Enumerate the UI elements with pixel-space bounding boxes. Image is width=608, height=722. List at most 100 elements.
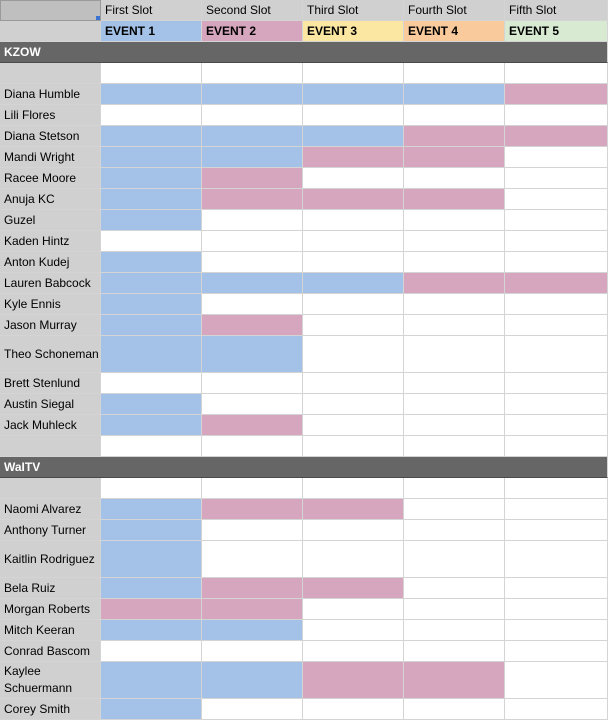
slot-cell[interactable] [303,273,404,294]
participant-name[interactable]: Diana Stetson [0,126,101,147]
slot-cell[interactable] [505,499,608,520]
slot-cell[interactable] [202,520,303,541]
slot-cell[interactable] [303,189,404,210]
slot-cell[interactable] [404,231,505,252]
participant-name[interactable]: Racee Moore [0,168,101,189]
empty-cell[interactable] [505,478,608,499]
participant-name[interactable]: Austin Siegal [0,394,101,415]
participant-name[interactable]: Diana Humble [0,84,101,105]
empty-cell[interactable] [101,436,202,457]
slot-cell[interactable] [404,105,505,126]
slot-cell[interactable] [404,189,505,210]
section-header[interactable]: WaITV [0,457,608,478]
slot-header-5[interactable]: Fifth Slot [505,0,608,21]
participant-name[interactable]: Morgan Roberts [0,599,101,620]
slot-cell[interactable] [505,620,608,641]
slot-cell[interactable] [505,599,608,620]
slot-cell[interactable] [505,105,608,126]
slot-cell[interactable] [505,415,608,436]
slot-cell[interactable] [505,126,608,147]
slot-cell[interactable] [101,189,202,210]
slot-cell[interactable] [202,252,303,273]
selection-handle-icon[interactable] [96,16,100,20]
slot-cell[interactable] [404,210,505,231]
participant-name[interactable]: Kaitlin Rodriguez [0,541,101,578]
slot-cell[interactable] [202,499,303,520]
slot-cell[interactable] [404,541,505,578]
slot-cell[interactable] [505,662,608,699]
slot-cell[interactable] [404,373,505,394]
slot-cell[interactable] [404,168,505,189]
slot-cell[interactable] [303,147,404,168]
slot-cell[interactable] [101,641,202,662]
participant-name[interactable]: Mandi Wright [0,147,101,168]
empty-cell[interactable] [303,478,404,499]
participant-name[interactable]: Jason Murray [0,315,101,336]
slot-cell[interactable] [101,210,202,231]
slot-cell[interactable] [101,699,202,720]
slot-cell[interactable] [202,126,303,147]
slot-cell[interactable] [202,273,303,294]
slot-cell[interactable] [303,599,404,620]
event-header-3[interactable]: EVENT 3 [303,21,404,42]
slot-cell[interactable] [303,315,404,336]
slot-cell[interactable] [101,126,202,147]
slot-cell[interactable] [202,231,303,252]
participant-name[interactable]: Naomi Alvarez [0,499,101,520]
slot-cell[interactable] [202,168,303,189]
slot-cell[interactable] [202,373,303,394]
slot-cell[interactable] [202,105,303,126]
slot-cell[interactable] [202,336,303,373]
slot-cell[interactable] [505,84,608,105]
slot-cell[interactable] [505,231,608,252]
event-header-1[interactable]: EVENT 1 [101,21,202,42]
slot-cell[interactable] [202,599,303,620]
participant-name[interactable]: Guzel [0,210,101,231]
event-header-2[interactable]: EVENT 2 [202,21,303,42]
slot-cell[interactable] [202,699,303,720]
slot-cell[interactable] [202,541,303,578]
slot-cell[interactable] [101,620,202,641]
slot-cell[interactable] [101,578,202,599]
slot-cell[interactable] [303,641,404,662]
empty-row-label[interactable] [0,478,101,499]
empty-cell[interactable] [101,478,202,499]
slot-cell[interactable] [404,415,505,436]
participant-name[interactable]: Corey Smith [0,699,101,720]
empty-cell[interactable] [202,478,303,499]
participant-name[interactable]: Anuja KC [0,189,101,210]
slot-cell[interactable] [101,499,202,520]
slot-cell[interactable] [101,168,202,189]
slot-cell[interactable] [303,210,404,231]
participant-name[interactable]: Lauren Babcock [0,273,101,294]
slot-cell[interactable] [303,541,404,578]
slot-cell[interactable] [202,394,303,415]
slot-cell[interactable] [202,294,303,315]
slot-cell[interactable] [101,336,202,373]
participant-name[interactable]: Brett Stenlund [0,373,101,394]
slot-cell[interactable] [303,499,404,520]
slot-cell[interactable] [101,599,202,620]
slot-cell[interactable] [101,662,202,699]
slot-cell[interactable] [404,394,505,415]
participant-name[interactable]: Kaylee Schuermann [0,662,101,699]
slot-cell[interactable] [303,699,404,720]
slot-cell[interactable] [101,394,202,415]
slot-cell[interactable] [101,273,202,294]
slot-cell[interactable] [303,84,404,105]
slot-cell[interactable] [505,373,608,394]
slot-cell[interactable] [101,147,202,168]
empty-cell[interactable] [404,436,505,457]
section-header[interactable]: KZOW [0,42,608,63]
slot-cell[interactable] [202,189,303,210]
slot-cell[interactable] [404,336,505,373]
slot-cell[interactable] [303,578,404,599]
participant-name[interactable]: Bela Ruiz [0,578,101,599]
empty-cell[interactable] [303,63,404,84]
slot-cell[interactable] [404,620,505,641]
participant-name[interactable]: Anton Kudej [0,252,101,273]
slot-cell[interactable] [303,252,404,273]
slot-cell[interactable] [101,105,202,126]
slot-cell[interactable] [404,84,505,105]
slot-cell[interactable] [505,699,608,720]
